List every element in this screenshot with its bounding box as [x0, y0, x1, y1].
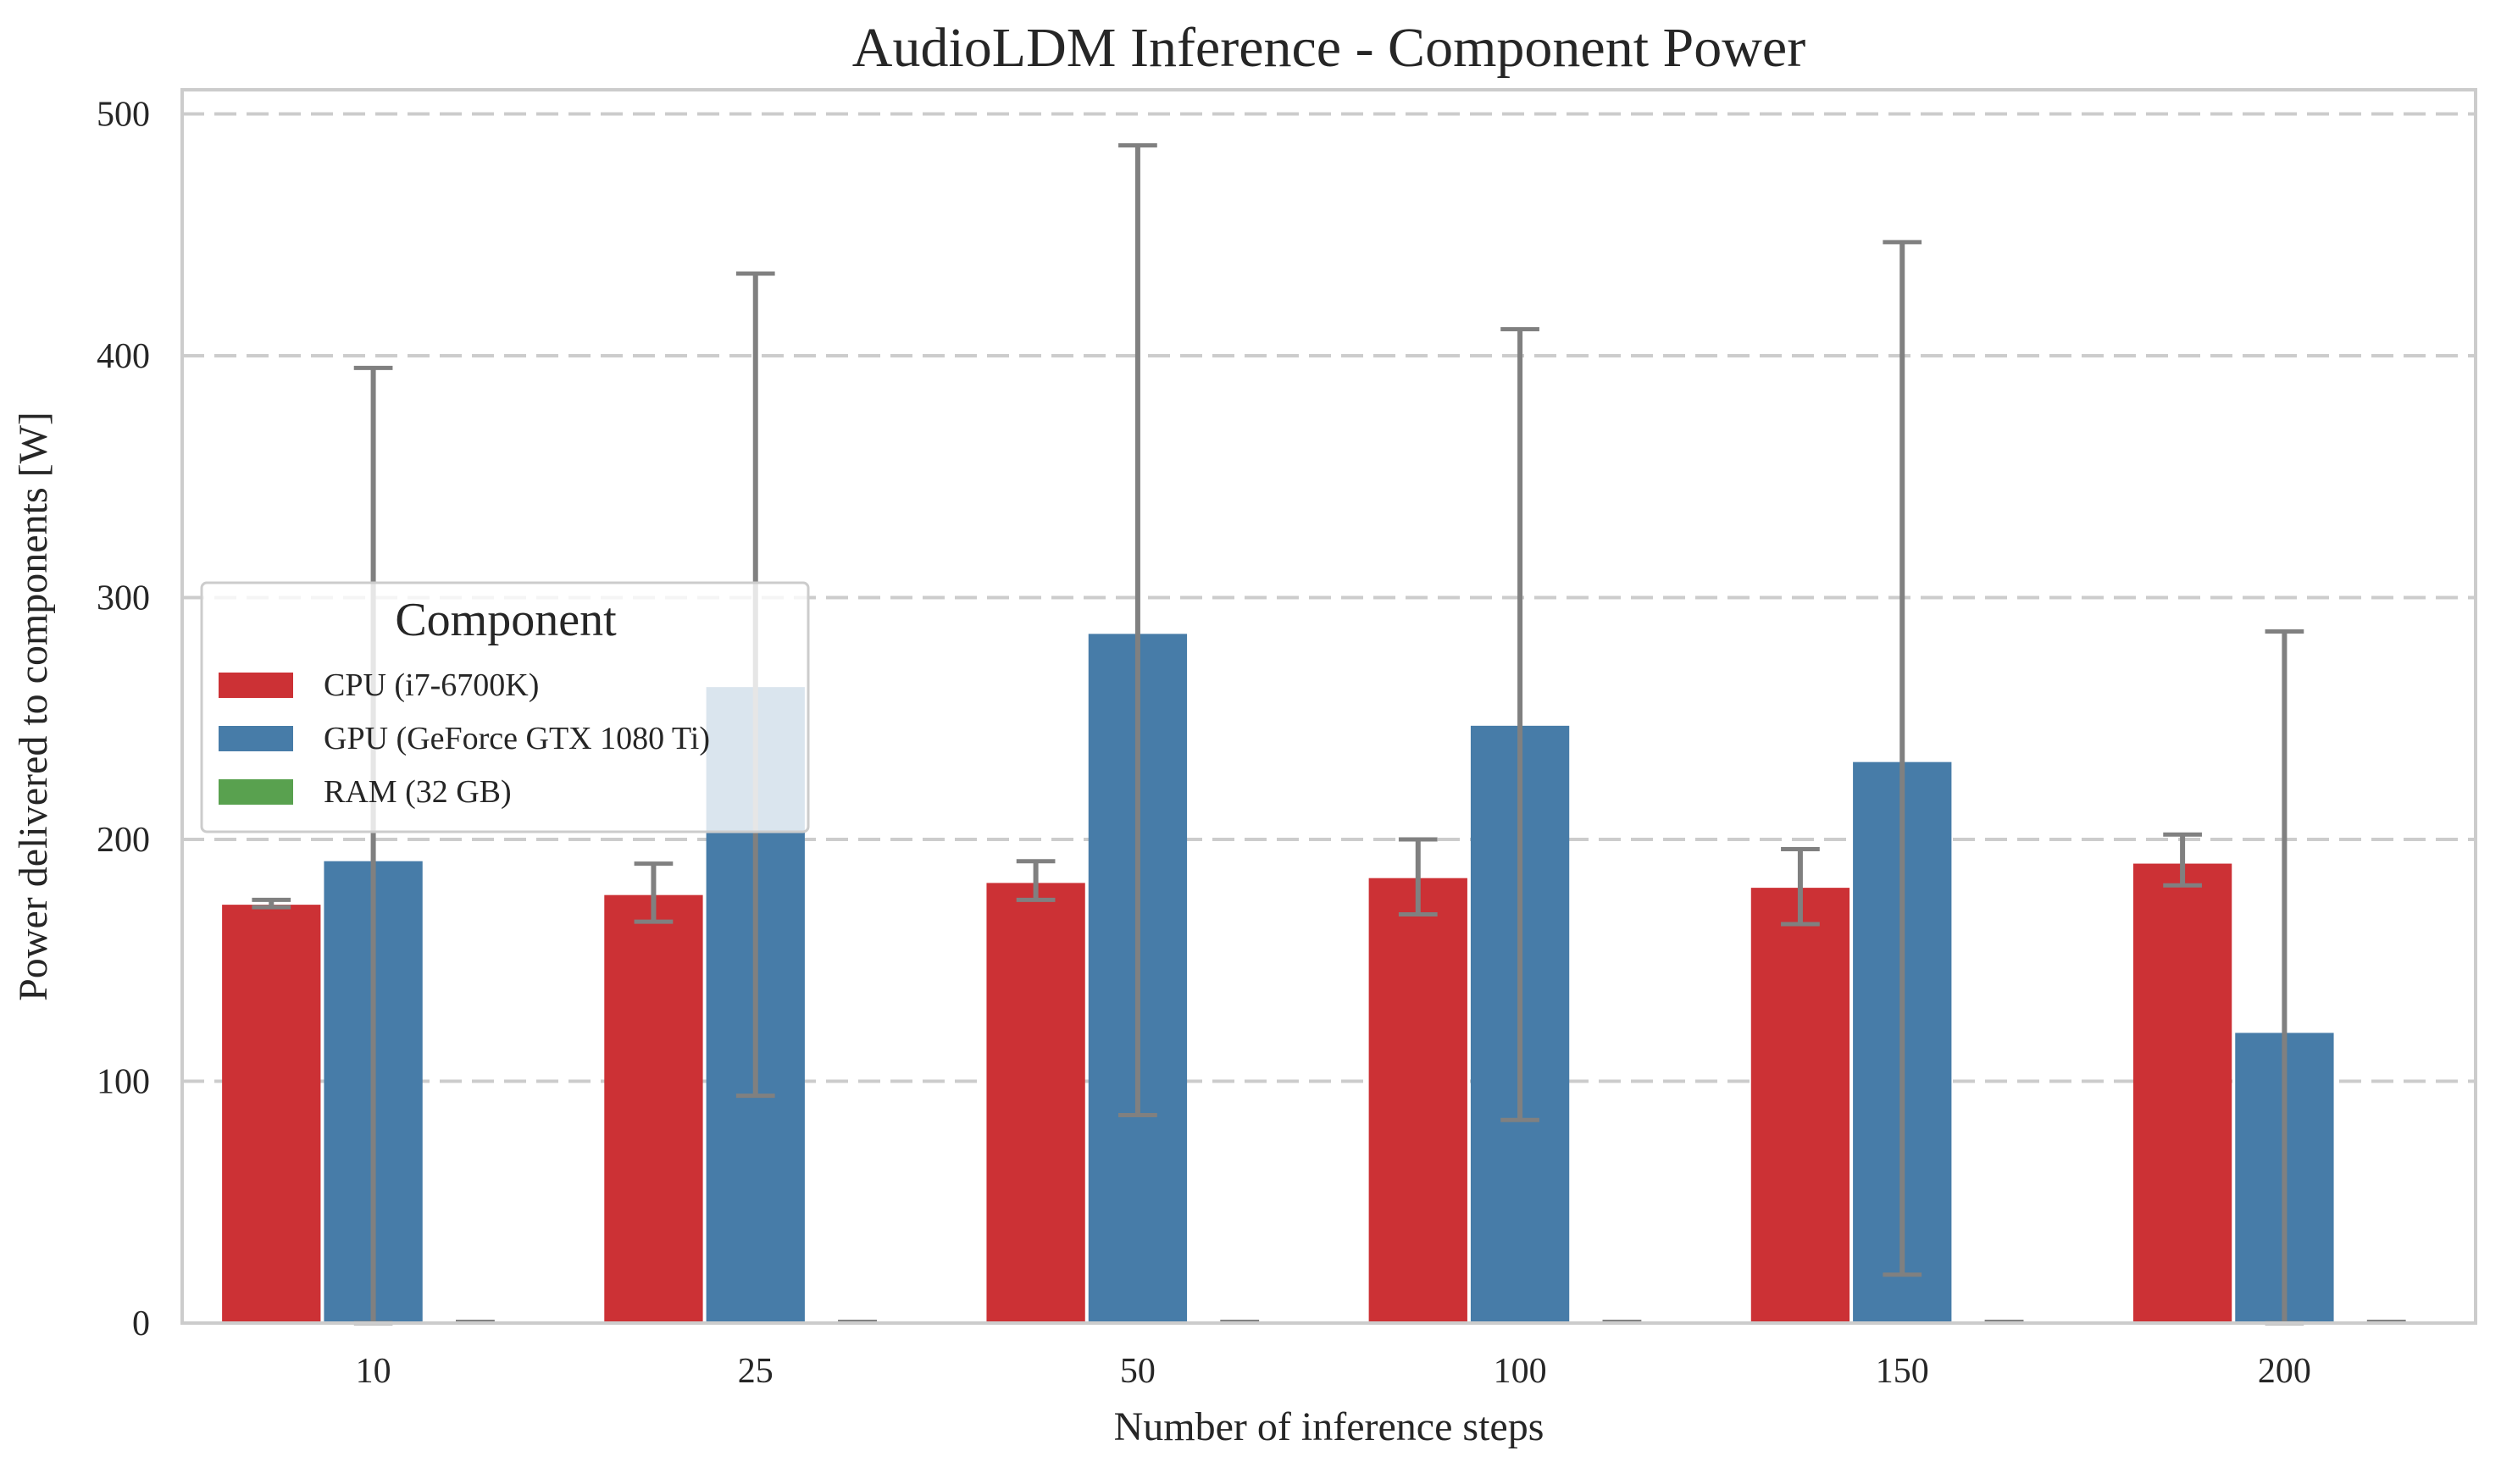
x-tick-label: 25 — [738, 1352, 774, 1391]
bar — [604, 894, 703, 1323]
x-axis-ticks: 10 25 50 100 150 200 — [356, 1352, 2311, 1391]
bar — [222, 905, 321, 1323]
legend: Component CPU (i7-6700K) GPU (GeForce GTX… — [200, 581, 810, 833]
legend-label: CPU (i7-6700K) — [324, 667, 539, 703]
bar — [1368, 878, 1467, 1323]
x-tick-label: 100 — [1494, 1352, 1547, 1391]
x-tick-label: 200 — [2258, 1352, 2311, 1391]
chart-title: AudioLDM Inference - Component Power — [852, 17, 1805, 79]
y-tick-label: 200 — [97, 821, 150, 860]
y-axis-title: Power delivered to components [W] — [11, 412, 56, 1001]
bar — [1750, 888, 1850, 1323]
y-tick-label: 500 — [97, 96, 150, 135]
legend-swatch — [219, 726, 293, 751]
y-tick-label: 0 — [132, 1304, 150, 1343]
x-tick-label: 10 — [356, 1352, 391, 1391]
bar — [2132, 863, 2232, 1323]
legend-swatch — [219, 673, 293, 698]
bar — [986, 883, 1085, 1323]
x-tick-label: 150 — [1876, 1352, 1929, 1391]
y-tick-label: 300 — [97, 579, 150, 618]
y-tick-label: 400 — [97, 337, 150, 376]
legend-swatch — [219, 779, 293, 805]
legend-box — [200, 581, 810, 833]
legend-title: Component — [395, 594, 617, 646]
x-tick-label: 50 — [1120, 1352, 1156, 1391]
legend-items: CPU (i7-6700K) GPU (GeForce GTX 1080 Ti) R… — [219, 667, 710, 810]
x-axis-title: Number of inference steps — [1114, 1404, 1544, 1449]
plot-frame — [180, 88, 2477, 1325]
legend-label: RAM (32 GB) — [324, 774, 512, 810]
legend-label: GPU (GeForce GTX 1080 Ti) — [324, 721, 710, 756]
y-axis-ticks: 0 100 200 300 400 500 — [97, 96, 150, 1343]
y-tick-label: 100 — [97, 1063, 150, 1102]
